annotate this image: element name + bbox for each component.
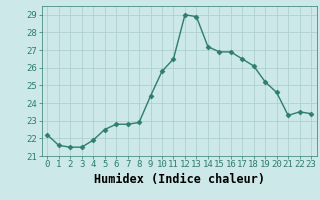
X-axis label: Humidex (Indice chaleur): Humidex (Indice chaleur) — [94, 173, 265, 186]
